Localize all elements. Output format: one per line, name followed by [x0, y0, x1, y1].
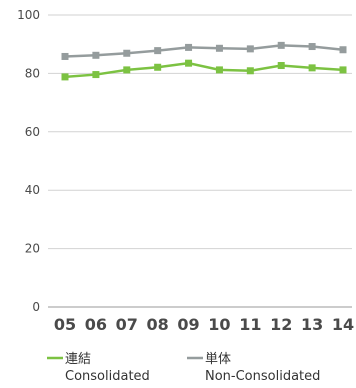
legend-label-english: Consolidated: [65, 369, 150, 384]
x-tick-label: 07: [116, 315, 138, 334]
grid-lines: [48, 14, 352, 308]
y-tick-label: 80: [25, 66, 40, 80]
y-tick-label: 100: [17, 8, 40, 22]
series-non-consolidated: [61, 41, 347, 60]
y-tick-label: 40: [25, 183, 40, 197]
data-point-marker: [92, 51, 100, 59]
y-axis: 0 20 40 60 80 100: [17, 8, 40, 314]
legend-item: 連結 Consolidated: [47, 352, 150, 384]
y-tick-label: 60: [25, 125, 40, 139]
legend-label-english: Non-Consolidated: [205, 369, 320, 384]
legend-label-japanese: 連結: [65, 352, 91, 367]
data-point-marker: [123, 66, 131, 74]
series-line: [64, 44, 344, 58]
data-point-marker: [61, 73, 69, 81]
data-point-marker: [339, 66, 347, 74]
series-consolidated: [61, 59, 347, 81]
data-point-marker: [246, 67, 254, 75]
data-point-marker: [154, 47, 162, 55]
data-point-marker: [185, 43, 193, 51]
x-tick-label: 10: [208, 315, 230, 334]
x-tick-label: 05: [54, 315, 76, 334]
series-layer: [61, 41, 347, 81]
data-point-marker: [339, 46, 347, 54]
data-point-marker: [123, 49, 131, 57]
x-axis: 05 06 07 08 09 10 11 12 13 14: [54, 315, 354, 334]
data-point-marker: [277, 41, 285, 49]
data-point-marker: [185, 59, 193, 67]
legend-label-japanese: 単体: [205, 351, 231, 367]
x-tick-label: 09: [177, 315, 199, 334]
data-point-marker: [246, 45, 254, 53]
data-point-marker: [277, 62, 285, 70]
data-point-marker: [215, 66, 223, 74]
x-tick-label: 13: [301, 315, 323, 334]
data-point-marker: [154, 63, 162, 71]
data-point-marker: [308, 43, 316, 51]
data-point-marker: [61, 52, 69, 60]
legend: 連結 Consolidated 単体 Non-Consolidated: [47, 351, 320, 384]
x-tick-label: 12: [270, 315, 292, 334]
y-tick-label: 20: [25, 242, 40, 256]
x-tick-label: 06: [85, 315, 107, 334]
x-tick-label: 11: [239, 315, 261, 334]
y-tick-label: 0: [32, 300, 40, 314]
data-point-marker: [308, 64, 316, 72]
series-line: [64, 61, 344, 79]
x-tick-label: 14: [332, 315, 354, 334]
legend-item: 単体 Non-Consolidated: [187, 351, 320, 384]
x-tick-label: 08: [147, 315, 169, 334]
data-point-marker: [215, 44, 223, 52]
data-point-marker: [92, 71, 100, 79]
